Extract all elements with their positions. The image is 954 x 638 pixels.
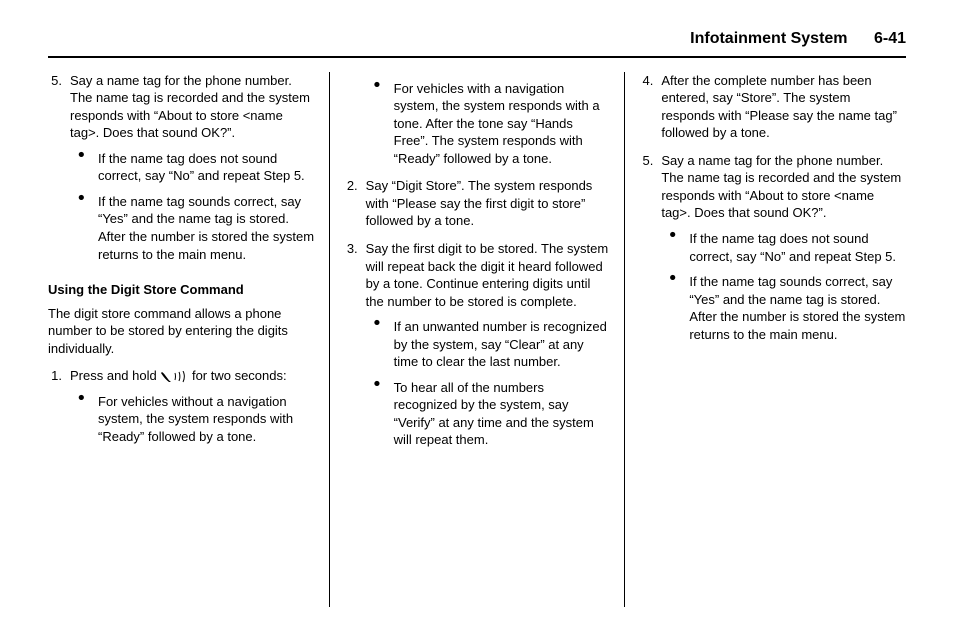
subheading: Using the Digit Store Command [48,281,315,299]
item-text: Say a name tag for the phone number. The… [661,153,901,221]
bullet-dot-icon: • [661,230,689,265]
bullet-item: • If the name tag sounds correct, say “Y… [661,273,906,343]
list-item: 3. Say the first digit to be stored. The… [344,240,611,457]
item-number: 2. [344,177,366,230]
paragraph: The digit store command allows a phone n… [48,305,315,358]
item-number: 5. [639,152,661,351]
bullet-dot-icon: • [366,318,394,371]
bullet-item: • If the name tag does not sound correct… [70,150,315,185]
phone-voice-icon [160,371,188,383]
bullet-dot-icon: • [661,273,689,343]
ordered-list: 1. Press and hold for two seconds: • For… [48,367,315,453]
page-header: Infotainment System 6-41 [48,28,906,58]
item-text-prefix: Press and hold [70,368,160,383]
bullet-item: • For vehicles with a navigation system,… [366,80,611,168]
list-item: 5. Say a name tag for the phone number. … [639,152,906,351]
bullet-dot-icon: • [70,393,98,446]
ordered-list: 5. Say a name tag for the phone number. … [48,72,315,271]
bullet-item: • If an unwanted number is recognized by… [366,318,611,371]
bullet-text: If the name tag does not sound correct, … [98,150,315,185]
item-number: 4. [639,72,661,142]
bullet-item: • If the name tag sounds correct, say “Y… [70,193,315,263]
bullet-list: • For vehicles without a navigation syst… [70,393,315,446]
bullet-text: If the name tag sounds correct, say “Yes… [689,273,906,343]
bullet-dot-icon: • [70,193,98,263]
item-text: Say “Digit Store”. The system responds w… [366,177,611,230]
ordered-list: 2. Say “Digit Store”. The system respond… [344,177,611,457]
bullet-text: If the name tag sounds correct, say “Yes… [98,193,315,263]
list-item: 1. Press and hold for two seconds: • For… [48,367,315,453]
column-1: 5. Say a name tag for the phone number. … [48,72,329,607]
bullet-item: • If the name tag does not sound correct… [661,230,906,265]
bullet-list: • For vehicles with a navigation system,… [366,80,611,168]
bullet-dot-icon: • [366,379,394,449]
list-item: 2. Say “Digit Store”. The system respond… [344,177,611,230]
item-text-suffix: for two seconds: [188,368,286,383]
item-number: 5. [48,72,70,271]
bullet-item: • For vehicles without a navigation syst… [70,393,315,446]
bullet-dot-icon: • [366,80,394,168]
section-title: Infotainment System [690,30,847,47]
bullet-text: For vehicles with a navigation system, t… [394,80,611,168]
item-text: Say the first digit to be stored. The sy… [366,241,609,309]
bullet-list: • If an unwanted number is recognized by… [366,318,611,449]
list-item: 5. Say a name tag for the phone number. … [48,72,315,271]
bullet-text: For vehicles without a navigation system… [98,393,315,446]
bullet-item: • To hear all of the numbers recognized … [366,379,611,449]
item-text: Say a name tag for the phone number. The… [70,73,310,141]
column-3: 4. After the complete number has been en… [624,72,906,607]
page-number: 6-41 [874,30,906,47]
manual-page: Infotainment System 6-41 5. Say a name t… [0,0,954,638]
item-number: 1. [48,367,70,453]
item-text: After the complete number has been enter… [661,72,906,142]
ordered-list: 4. After the complete number has been en… [639,72,906,352]
content-columns: 5. Say a name tag for the phone number. … [48,72,906,607]
bullet-list: • If the name tag does not sound correct… [661,230,906,343]
bullet-text: If an unwanted number is recognized by t… [394,318,611,371]
list-item: 4. After the complete number has been en… [639,72,906,142]
column-2: • For vehicles with a navigation system,… [329,72,625,607]
bullet-text: To hear all of the numbers recognized by… [394,379,611,449]
bullet-list: • If the name tag does not sound correct… [70,150,315,263]
bullet-dot-icon: • [70,150,98,185]
bullet-text: If the name tag does not sound correct, … [689,230,906,265]
item-number: 3. [344,240,366,457]
